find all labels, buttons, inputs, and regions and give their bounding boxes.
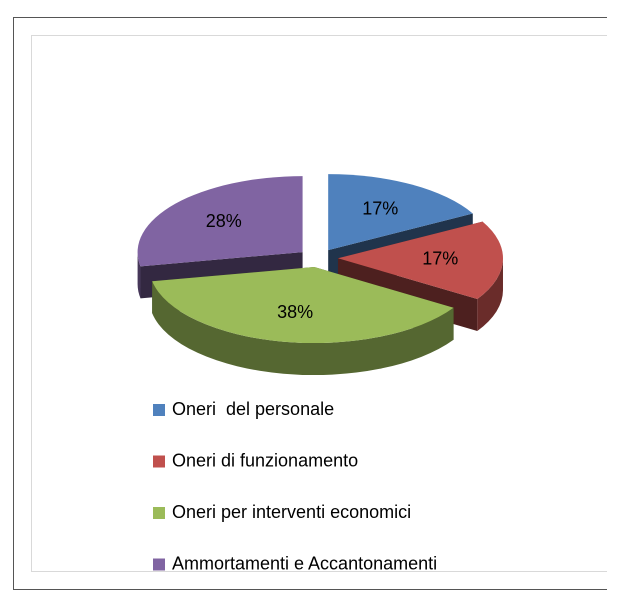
data-label: 17% (362, 198, 398, 218)
slice-wall (152, 281, 454, 376)
legend-swatch (153, 404, 165, 416)
slice-top (337, 221, 503, 300)
legend-label: Oneri del personale (172, 399, 334, 419)
slice-top (328, 174, 473, 251)
slice-wall (137, 252, 141, 299)
legend-swatch (153, 455, 165, 468)
slice-top (137, 176, 303, 267)
slice (152, 267, 454, 376)
slice-wall (477, 258, 503, 332)
legend-label: Ammortamenti e Accantonamenti (172, 553, 437, 573)
data-label: 17% (422, 249, 458, 269)
legend-swatch (153, 558, 165, 571)
pie (137, 174, 503, 376)
crop (607, 17, 619, 591)
data-label: 38% (277, 302, 313, 322)
slice-top (152, 267, 454, 344)
legend-label: Oneri di funzionamento (172, 450, 358, 470)
legend-swatch (153, 507, 165, 519)
legend-label: Oneri per interventi economici (172, 502, 411, 522)
data-label: 28% (206, 211, 242, 231)
